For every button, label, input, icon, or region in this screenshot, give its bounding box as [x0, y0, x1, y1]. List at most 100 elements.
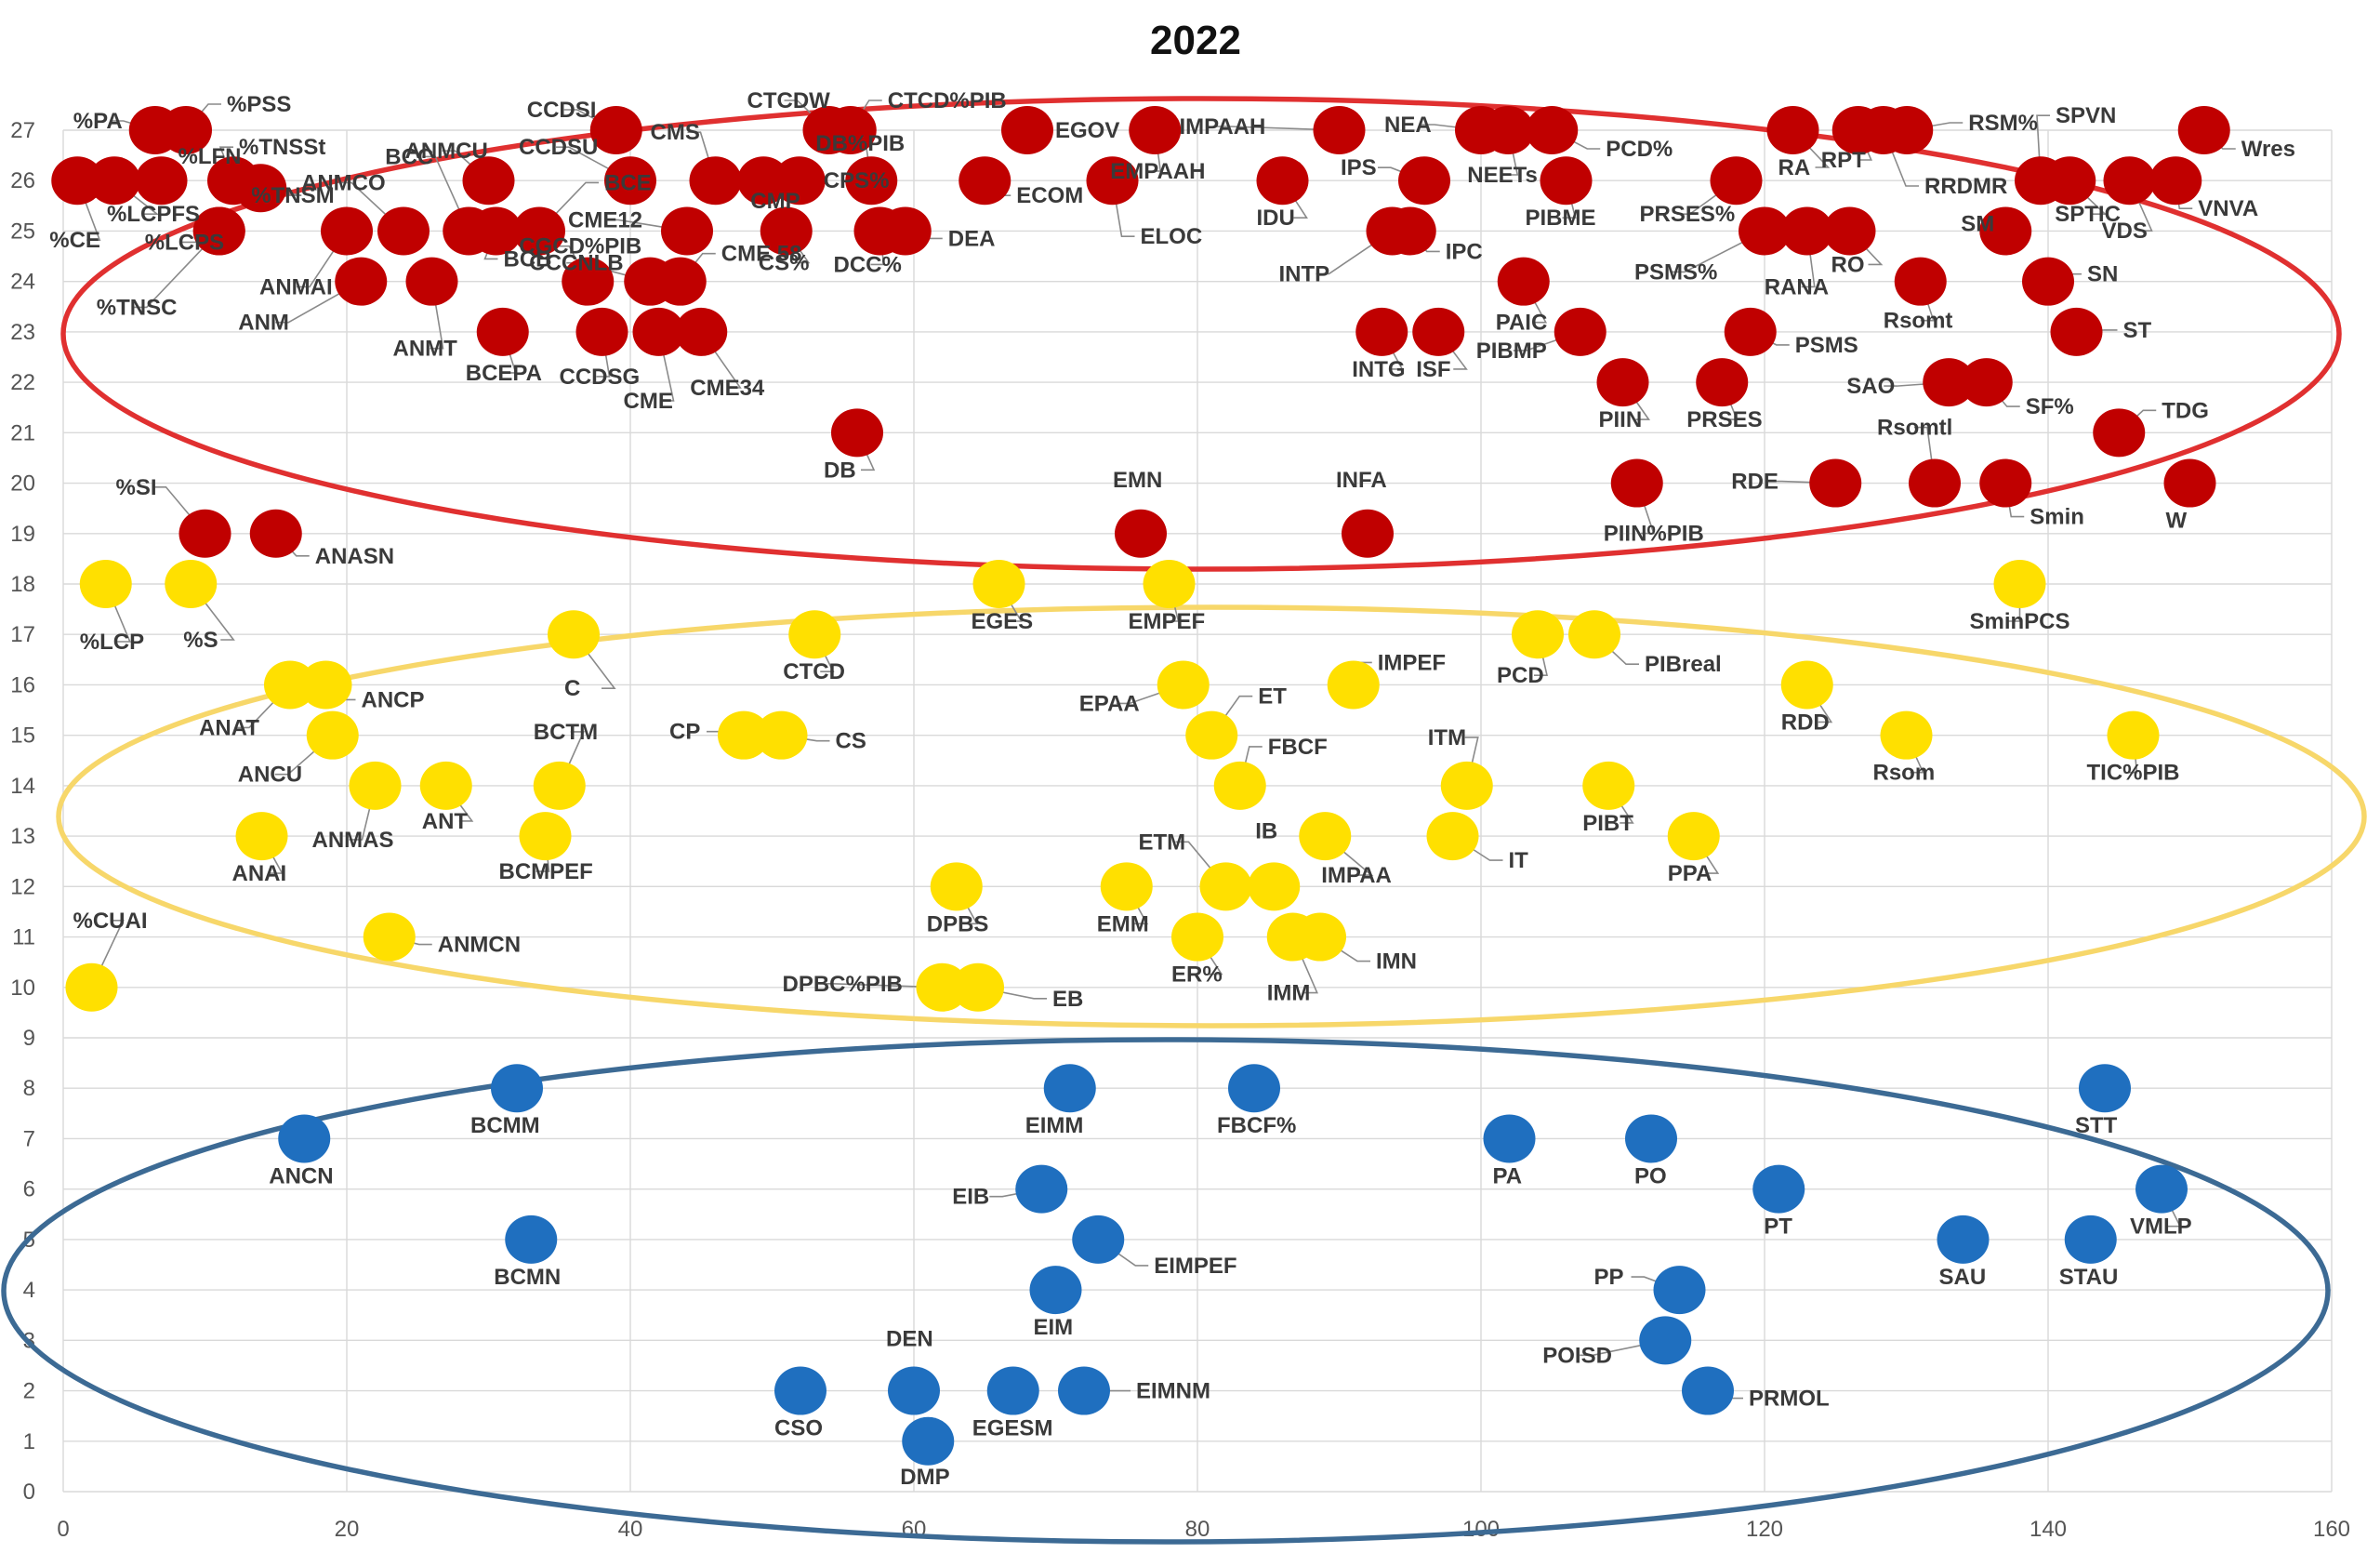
data-point [1979, 206, 2032, 256]
data-label: %CE [49, 228, 100, 253]
yellow-cluster-ellipse [56, 604, 2367, 1029]
data-point [1752, 1164, 1805, 1214]
data-label: FBCF% [1217, 1113, 1296, 1138]
data-label: EMPEF [1129, 609, 1206, 634]
data-label: DB [824, 458, 856, 483]
data-point [505, 1215, 558, 1264]
data-label: ANT [422, 809, 469, 834]
data-point [335, 257, 388, 306]
data-point [1667, 812, 1720, 861]
y-tick-label: 22 [10, 370, 35, 395]
data-point [264, 660, 316, 710]
data-point [491, 1064, 543, 1113]
data-label: IMPEF [1378, 650, 1446, 675]
y-tick-label: 21 [10, 420, 35, 445]
data-label: SPVN [2056, 103, 2116, 128]
data-label: CPS% [824, 168, 890, 193]
data-label: PPA [1668, 861, 1712, 886]
data-label: INTG [1352, 357, 1405, 382]
axis-ticks: 0123456789101112131415161718192021222324… [10, 118, 2350, 1542]
data-label: DPBC%PIB [783, 972, 903, 997]
data-point [1526, 106, 1579, 154]
data-label: DEA [948, 226, 996, 251]
data-point [321, 206, 373, 256]
data-label: DEN [886, 1327, 933, 1352]
data-label: CCCNLB [529, 251, 623, 276]
y-tick-label: 12 [10, 874, 35, 899]
data-point [1228, 1064, 1280, 1113]
data-label: EB [1052, 987, 1083, 1012]
data-label: EIMPEF [1154, 1254, 1236, 1279]
data-point [1185, 710, 1238, 760]
data-point [1568, 610, 1620, 659]
x-tick-label: 140 [2030, 1517, 2067, 1542]
data-label: PIBT [1582, 811, 1633, 836]
data-label: PIBMP [1476, 338, 1547, 364]
y-tick-label: 14 [10, 774, 35, 799]
data-label: ANASN [315, 544, 394, 569]
data-point [1625, 1114, 1677, 1163]
data-point [1610, 458, 1663, 508]
data-point [930, 862, 983, 911]
data-point [845, 156, 898, 206]
data-point [575, 307, 628, 356]
data-point [1653, 1266, 1706, 1315]
data-label: IPS [1341, 155, 1377, 180]
y-tick-label: 7 [23, 1126, 35, 1151]
data-point [1157, 660, 1210, 710]
label-leader-line [90, 919, 125, 989]
data-point [178, 509, 231, 558]
data-label: %TNSC [97, 295, 178, 320]
label-leader-line [1672, 230, 1765, 273]
data-point [363, 912, 416, 962]
y-tick-label: 18 [10, 572, 35, 597]
data-label: %LCPFS [107, 202, 200, 227]
x-tick-label: 40 [618, 1517, 643, 1542]
data-point [1171, 912, 1223, 962]
data-point [2050, 307, 2103, 356]
data-point [952, 962, 1004, 1012]
data-point [1696, 358, 1749, 407]
data-point [1540, 156, 1593, 206]
data-point [1213, 761, 1266, 810]
data-points [51, 106, 2230, 1466]
chart-title: 2022 [1150, 18, 1241, 63]
data-label: EGOV [1055, 118, 1119, 143]
data-point [51, 156, 104, 206]
data-label: ETM [1139, 830, 1186, 855]
data-point [1001, 106, 1053, 154]
data-label: ANCP [362, 687, 425, 712]
y-tick-label: 26 [10, 168, 35, 193]
data-point [1383, 206, 1436, 256]
data-point [1100, 862, 1153, 911]
y-tick-label: 24 [10, 270, 35, 295]
data-point [1780, 206, 1833, 256]
data-point [1294, 912, 1346, 962]
x-tick-label: 120 [1746, 1517, 1783, 1542]
data-label: EIM [1034, 1315, 1074, 1340]
label-leader-line [1316, 230, 1393, 275]
data-label: PO [1634, 1163, 1667, 1188]
y-tick-label: 13 [10, 824, 35, 849]
data-label: CME 58 [721, 242, 802, 267]
data-label: RDD [1781, 710, 1830, 735]
y-tick-label: 16 [10, 672, 35, 697]
data-label: ANAI [232, 861, 287, 886]
data-point [1199, 862, 1252, 911]
data-label: IDU [1257, 206, 1295, 231]
data-label: STAU [2059, 1265, 2119, 1290]
data-point [1596, 358, 1649, 407]
label-leader-line [422, 155, 469, 232]
y-tick-label: 10 [10, 976, 35, 1001]
data-point [824, 106, 877, 154]
data-label: CME [624, 389, 673, 414]
data-label: RANA [1765, 274, 1829, 299]
data-point [135, 156, 188, 206]
data-label: INFA [1336, 468, 1387, 493]
data-point [788, 610, 841, 659]
data-label: FBCF [1268, 735, 1328, 760]
x-tick-label: 20 [335, 1517, 360, 1542]
data-point [1313, 106, 1366, 154]
data-point [774, 1366, 826, 1415]
data-point [2107, 710, 2160, 760]
